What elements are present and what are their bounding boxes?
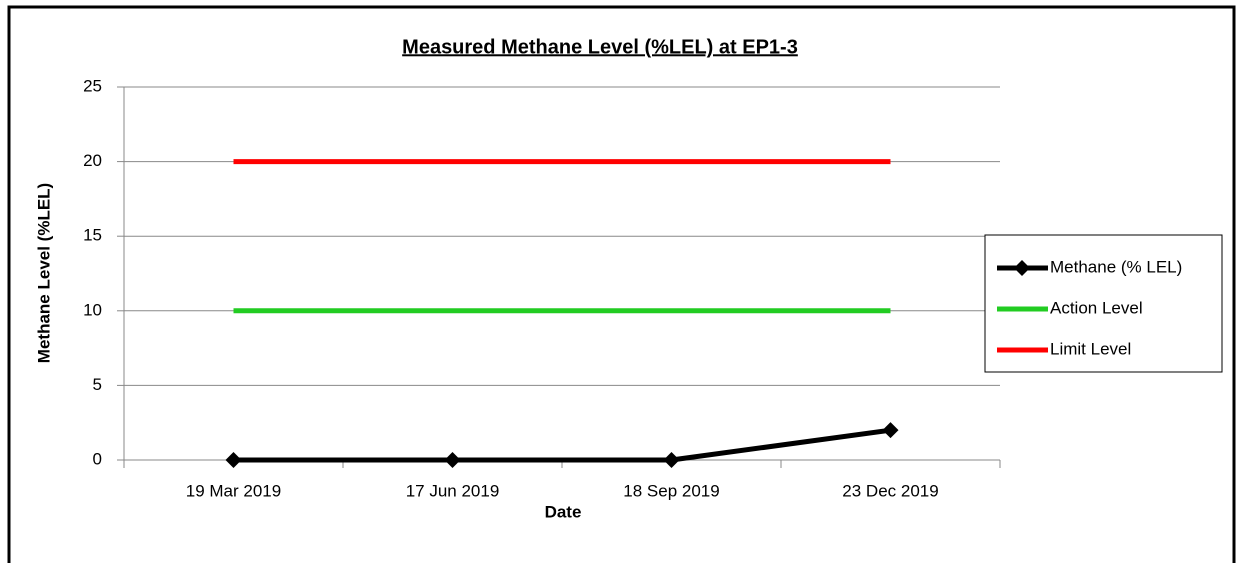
y-tick-label: 25: [83, 76, 102, 95]
x-tick-label: 18 Sep 2019: [623, 481, 719, 500]
data-point: [663, 452, 680, 468]
y-tick-label: 0: [93, 449, 102, 468]
chart-title: Measured Methane Level (%LEL) at EP1-3: [402, 36, 798, 58]
y-axis-label: Methane Level (%LEL): [34, 183, 53, 363]
y-tick-label: 10: [83, 300, 102, 319]
y-tick-label: 5: [93, 375, 102, 394]
y-tick-label: 15: [83, 226, 102, 245]
legend-marker: [1014, 260, 1030, 276]
x-axis-label: Date: [545, 502, 582, 521]
data-point: [444, 452, 461, 468]
x-tick-label: 19 Mar 2019: [186, 481, 281, 500]
legend-label: Methane (% LEL): [1050, 257, 1182, 276]
y-tick-label: 20: [83, 151, 102, 170]
x-tick-label: 17 Jun 2019: [406, 481, 500, 500]
x-tick-label: 23 Dec 2019: [842, 481, 938, 500]
series-line: [233, 427, 891, 463]
data-point: [882, 422, 899, 439]
legend-label: Action Level: [1050, 298, 1143, 317]
data-point: [225, 452, 242, 468]
legend-label: Limit Level: [1050, 339, 1131, 358]
